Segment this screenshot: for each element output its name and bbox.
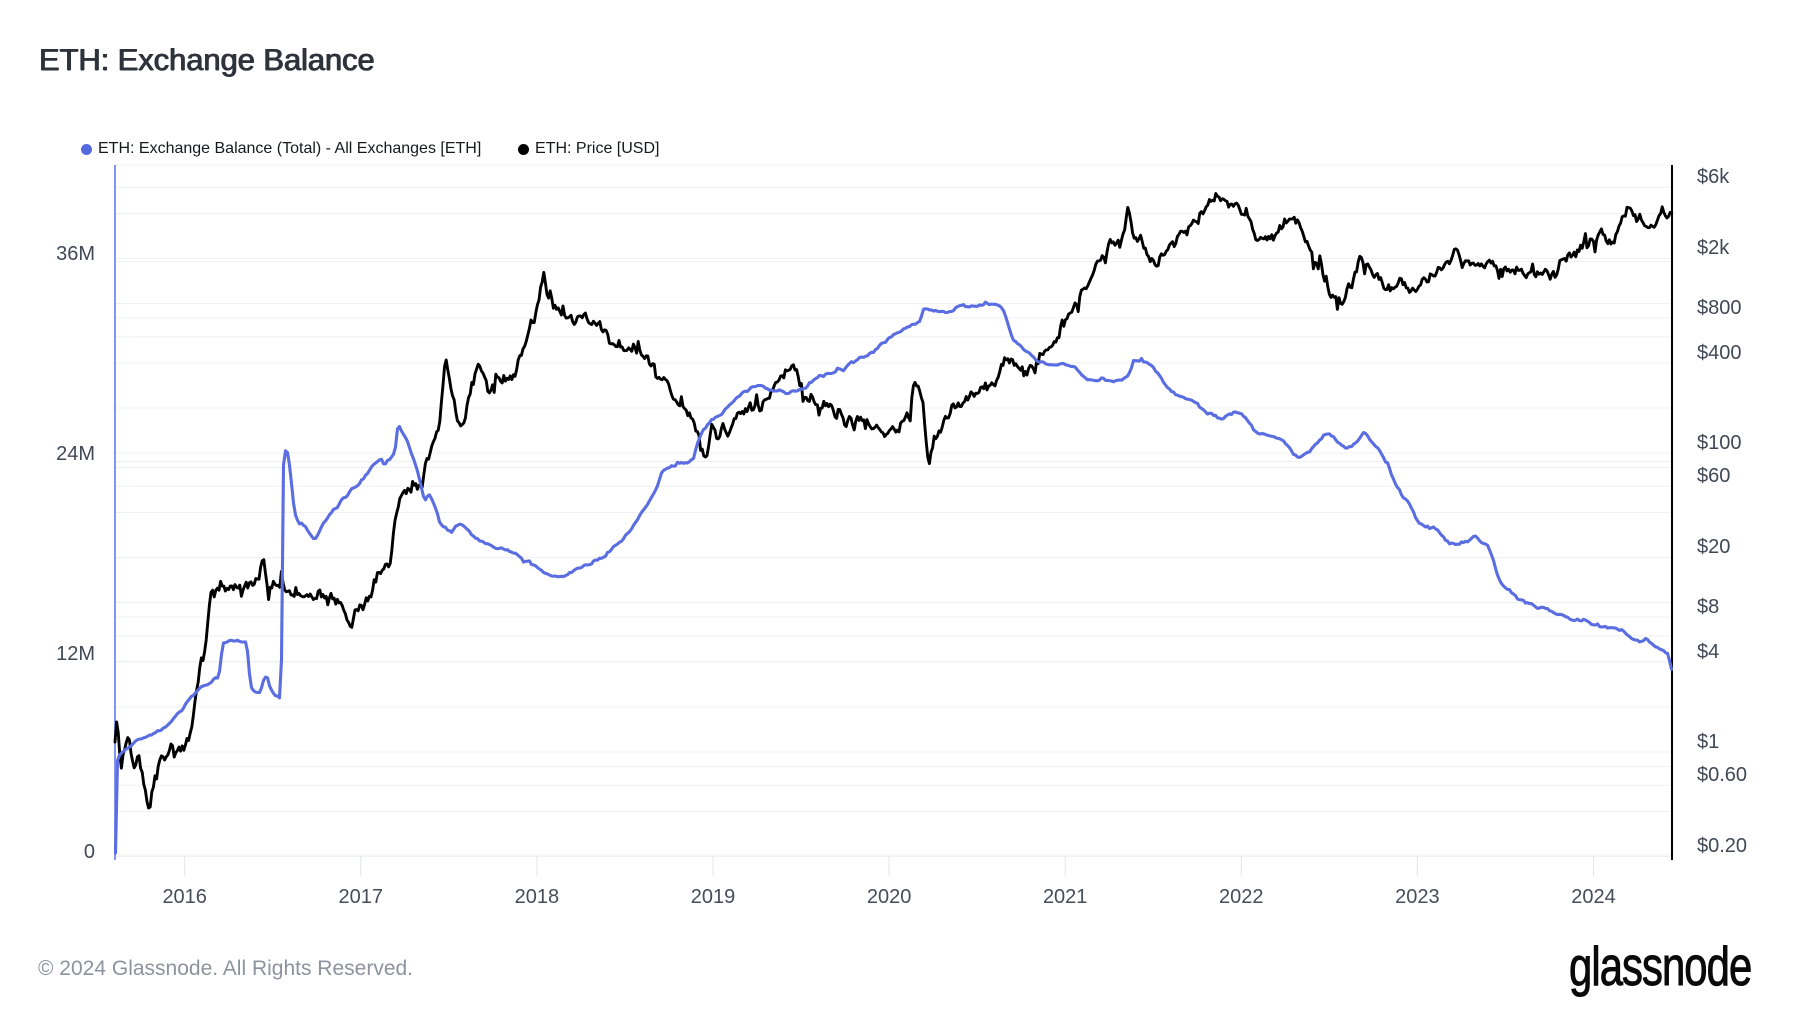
svg-text:glassnode: glassnode [1569, 941, 1751, 997]
